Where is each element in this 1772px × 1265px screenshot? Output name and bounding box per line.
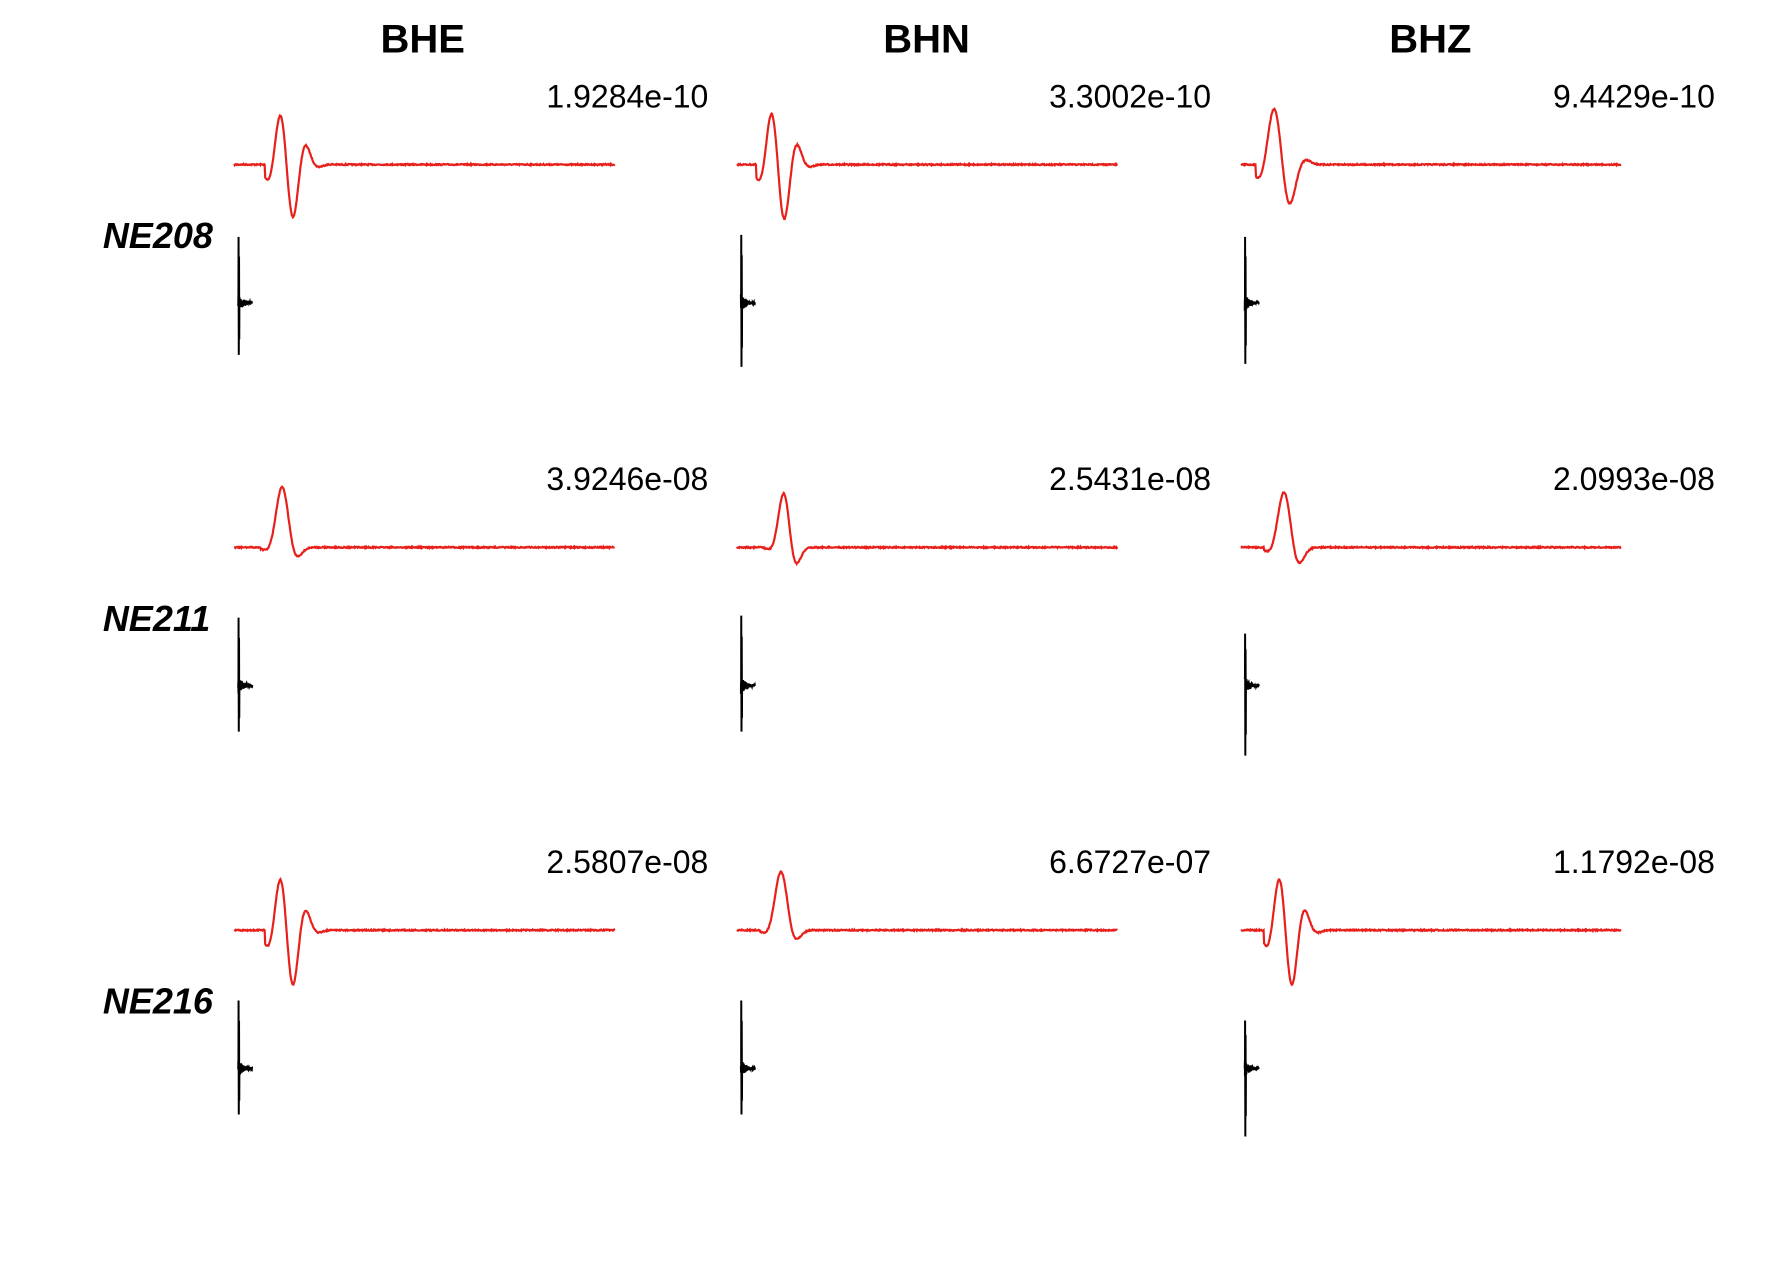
panel-ne211-bhn: 2.5431e-08 bbox=[735, 461, 1211, 732]
observed-trace bbox=[1243, 236, 1260, 364]
panel-ne216-bhn: 6.6727e-07 bbox=[736, 844, 1211, 1115]
column-title-bhz: BHZ bbox=[1389, 18, 1471, 62]
observed-trace bbox=[739, 1000, 756, 1115]
synthetic-trace bbox=[1240, 878, 1622, 987]
synthetic-trace bbox=[736, 112, 1119, 221]
column-title-bhe: BHE bbox=[380, 18, 464, 62]
synthetic-trace bbox=[735, 491, 1119, 567]
panel-ne211-bhz: 2.0993e-08 bbox=[1240, 461, 1715, 756]
amplitude-label: 1.1792e-08 bbox=[1553, 844, 1715, 880]
panel-ne216-bhz: 1.1792e-08 bbox=[1240, 844, 1715, 1137]
synthetic-trace bbox=[1240, 490, 1622, 565]
observed-trace bbox=[237, 236, 254, 355]
column-titles: BHE BHN BHZ bbox=[380, 18, 1471, 62]
amplitude-label: 9.4429e-10 bbox=[1553, 78, 1715, 114]
observed-trace bbox=[739, 234, 756, 367]
waveform-panels: 1.9284e-10 3.3002e-10 9.4429e-10 3.9246e-08… bbox=[233, 78, 1715, 1137]
panel-ne208-bhz: 9.4429e-10 bbox=[1240, 78, 1715, 364]
amplitude-label: 1.9284e-10 bbox=[546, 78, 708, 114]
station-label-ne216: NE216 bbox=[103, 981, 214, 1022]
synthetic-trace bbox=[233, 484, 616, 558]
amplitude-label: 2.5431e-08 bbox=[1049, 461, 1211, 497]
panel-ne208-bhn: 3.3002e-10 bbox=[736, 78, 1211, 367]
amplitude-label: 2.0993e-08 bbox=[1553, 461, 1715, 497]
synthetic-trace bbox=[1240, 107, 1622, 205]
panel-ne208-bhe: 1.9284e-10 bbox=[233, 78, 708, 355]
observed-trace bbox=[1243, 633, 1260, 756]
amplitude-label: 3.3002e-10 bbox=[1049, 78, 1211, 114]
panel-ne211-bhe: 3.9246e-08 bbox=[233, 461, 708, 732]
amplitude-label: 3.9246e-08 bbox=[546, 461, 708, 497]
station-label-ne208: NE208 bbox=[103, 215, 213, 256]
observed-trace bbox=[739, 615, 756, 732]
observed-trace bbox=[237, 617, 254, 732]
synthetic-trace bbox=[233, 114, 616, 220]
amplitude-label: 2.5807e-08 bbox=[546, 844, 708, 880]
observed-trace bbox=[1243, 1020, 1260, 1137]
station-label-ne211: NE211 bbox=[103, 598, 210, 639]
panel-ne216-bhe: 2.5807e-08 bbox=[233, 844, 708, 1115]
synthetic-trace bbox=[233, 876, 616, 986]
amplitude-label: 6.6727e-07 bbox=[1049, 844, 1211, 880]
observed-trace bbox=[237, 1000, 254, 1115]
station-labels: NE208 NE211 NE216 bbox=[103, 215, 214, 1022]
column-title-bhn: BHN bbox=[883, 18, 970, 62]
synthetic-trace bbox=[736, 870, 1118, 941]
